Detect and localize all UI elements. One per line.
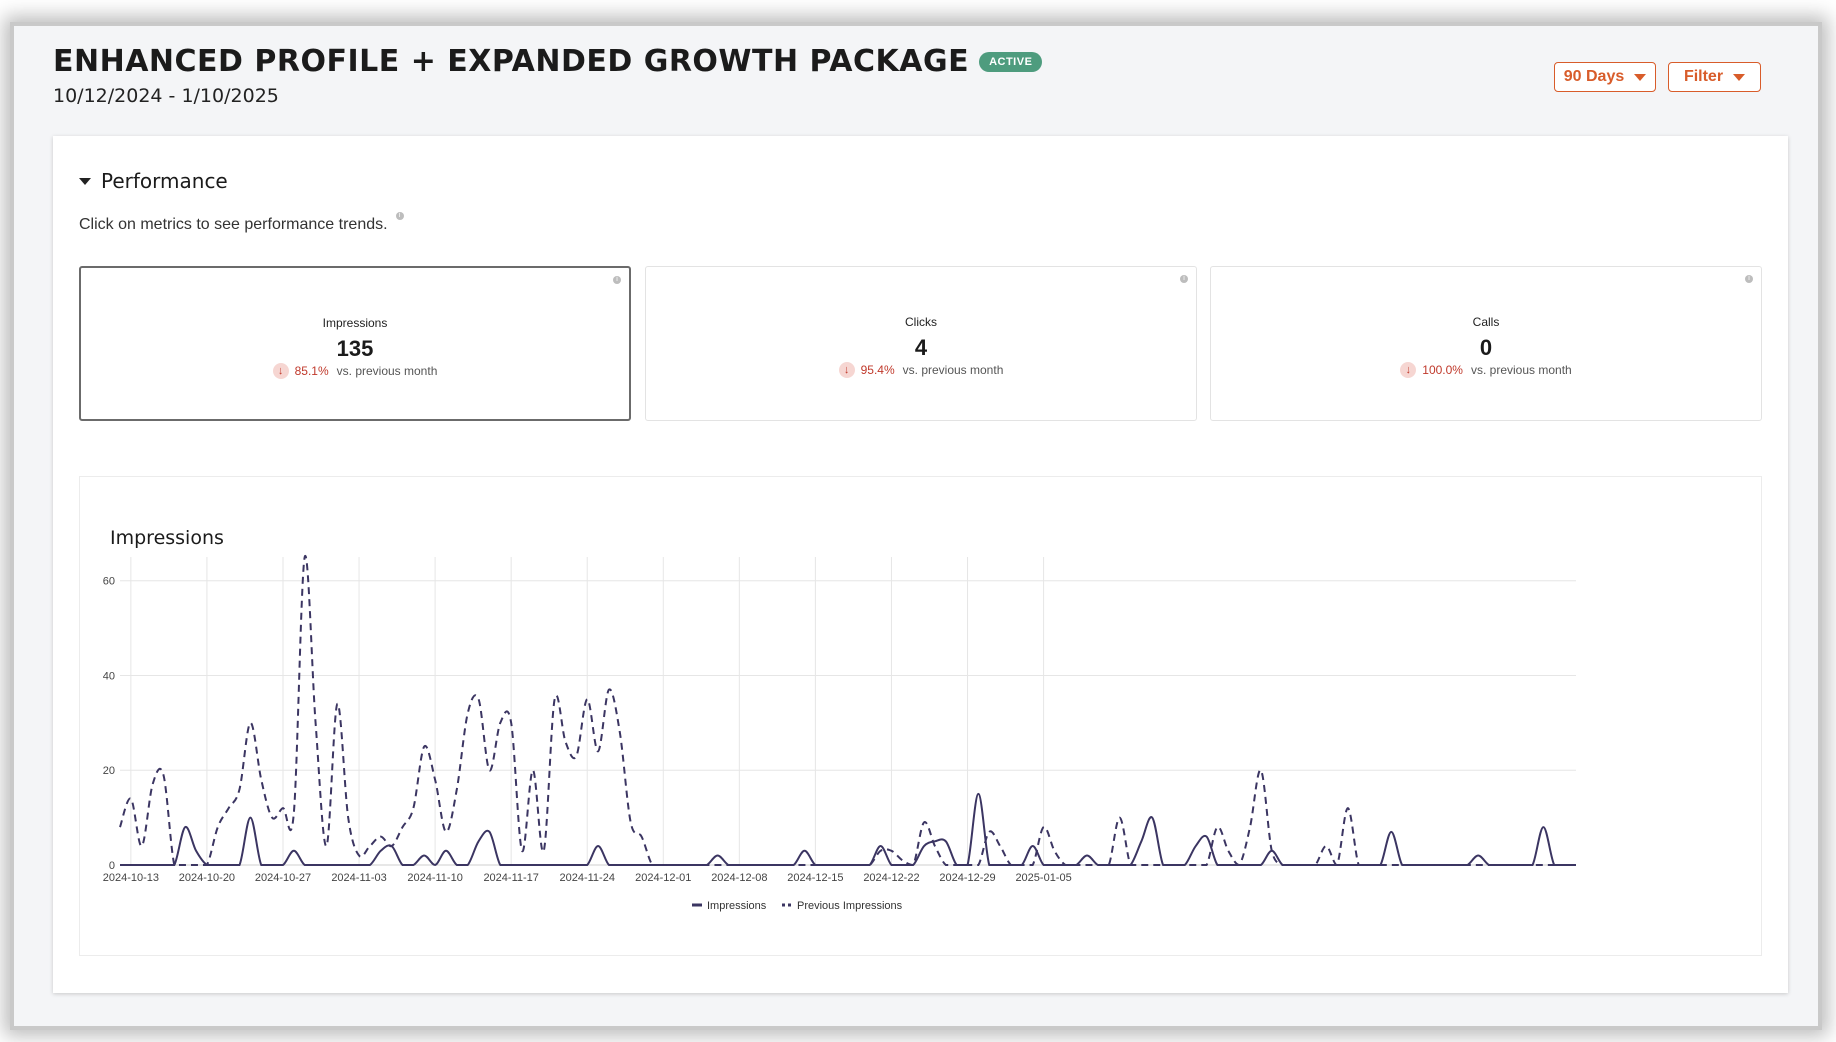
legend-label-previous-impressions: Previous Impressions bbox=[797, 900, 903, 912]
change-comparison: vs. previous month bbox=[336, 364, 438, 378]
info-icon[interactable]: i bbox=[1745, 275, 1753, 283]
chart-panel: Impressions 0 20 40 60 2024-10-13 2024-10-20 2… bbox=[79, 476, 1762, 956]
y-tick-label: 20 bbox=[103, 765, 115, 777]
performance-toggle[interactable]: Performance bbox=[79, 169, 228, 193]
x-tick-label: 2024-12-29 bbox=[939, 872, 995, 884]
x-tick-label: 2024-10-20 bbox=[179, 872, 235, 884]
x-tick-label: 2024-11-17 bbox=[483, 872, 538, 884]
x-tick-label: 2024-11-24 bbox=[559, 872, 614, 884]
legend-label-impressions: Impressions bbox=[707, 900, 767, 912]
metric-change: ↓ 95.4% vs. previous month bbox=[646, 362, 1196, 378]
page-title: ENHANCED PROFILE + EXPANDED GROWTH PACKA… bbox=[53, 44, 970, 79]
arrow-down-icon: ↓ bbox=[1400, 362, 1417, 378]
y-tick-label: 0 bbox=[109, 860, 115, 872]
metric-card-calls[interactable]: i Calls 0 ↓ 100.0% vs. previous month bbox=[1210, 266, 1762, 421]
x-tick-label: 2025-01-05 bbox=[1015, 872, 1071, 884]
x-tick-label: 2024-12-01 bbox=[635, 872, 691, 884]
metric-label: Impressions bbox=[322, 316, 388, 330]
metric-card-clicks[interactable]: i Clicks 4 ↓ 95.4% vs. previous month bbox=[645, 266, 1197, 421]
change-percent: 100.0% bbox=[1422, 363, 1463, 377]
y-tick-label: 40 bbox=[103, 670, 115, 682]
page-header: ENHANCED PROFILE + EXPANDED GROWTH PACKA… bbox=[53, 44, 1043, 107]
arrow-down-icon: ↓ bbox=[272, 363, 289, 379]
change-comparison: vs. previous month bbox=[1470, 363, 1572, 377]
collapse-caret-icon bbox=[79, 177, 91, 185]
chevron-down-icon bbox=[1634, 73, 1647, 81]
x-tick-label: 2024-11-03 bbox=[331, 872, 386, 884]
x-tick-label: 2024-12-08 bbox=[711, 872, 767, 884]
period-label: 90 Days bbox=[1563, 68, 1625, 85]
x-tick-label: 2024-11-10 bbox=[407, 872, 462, 884]
info-icon[interactable]: i bbox=[613, 276, 621, 284]
y-tick-label: 60 bbox=[103, 576, 115, 588]
info-icon[interactable]: i bbox=[1180, 275, 1188, 283]
x-tick-label: 2024-12-22 bbox=[863, 872, 919, 884]
performance-card: Performance Click on metrics to see perf… bbox=[53, 136, 1788, 993]
series-line-previous-impressions bbox=[119, 554, 1576, 867]
filter-dropdown[interactable]: Filter bbox=[1668, 62, 1761, 92]
app-frame: ENHANCED PROFILE + EXPANDED GROWTH PACKA… bbox=[14, 26, 1818, 1026]
metric-value: 4 bbox=[914, 335, 928, 360]
chart-title: Impressions bbox=[110, 527, 224, 549]
arrow-down-icon: ↓ bbox=[838, 362, 855, 378]
x-tick-label: 2024-10-27 bbox=[255, 872, 311, 884]
metric-value: 135 bbox=[336, 336, 374, 361]
date-range: 10/12/2024 - 1/10/2025 bbox=[53, 85, 279, 107]
change-percent: 95.4% bbox=[860, 363, 895, 377]
change-percent: 85.1% bbox=[294, 364, 329, 378]
series-line-impressions bbox=[119, 792, 1576, 867]
metric-label: Clicks bbox=[905, 315, 937, 329]
filter-label: Filter bbox=[1683, 68, 1724, 85]
period-dropdown[interactable]: 90 Days bbox=[1554, 62, 1656, 92]
status-badge: ACTIVE bbox=[979, 51, 1043, 72]
change-comparison: vs. previous month bbox=[902, 363, 1004, 377]
chevron-down-icon bbox=[1733, 73, 1746, 81]
impressions-chart[interactable]: 0 20 40 60 2024-10-13 2024-10-20 2024-10-27 202… bbox=[80, 477, 1761, 955]
metric-value: 0 bbox=[1479, 335, 1493, 360]
metric-change: ↓ 85.1% vs. previous month bbox=[81, 363, 629, 379]
x-tick-label: 2024-10-13 bbox=[103, 872, 159, 884]
metric-card-impressions[interactable]: i Impressions 135 ↓ 85.1% vs. previous m… bbox=[79, 266, 631, 421]
hint-label: Click on metrics to see performance tren… bbox=[79, 216, 388, 233]
x-tick-label: 2024-12-15 bbox=[787, 872, 843, 884]
info-icon[interactable]: i bbox=[395, 212, 404, 220]
hint-text: Click on metrics to see performance tren… bbox=[79, 212, 404, 234]
metric-change: ↓ 100.0% vs. previous month bbox=[1211, 362, 1761, 378]
section-title: Performance bbox=[101, 169, 228, 193]
metric-label: Calls bbox=[1472, 315, 1500, 329]
